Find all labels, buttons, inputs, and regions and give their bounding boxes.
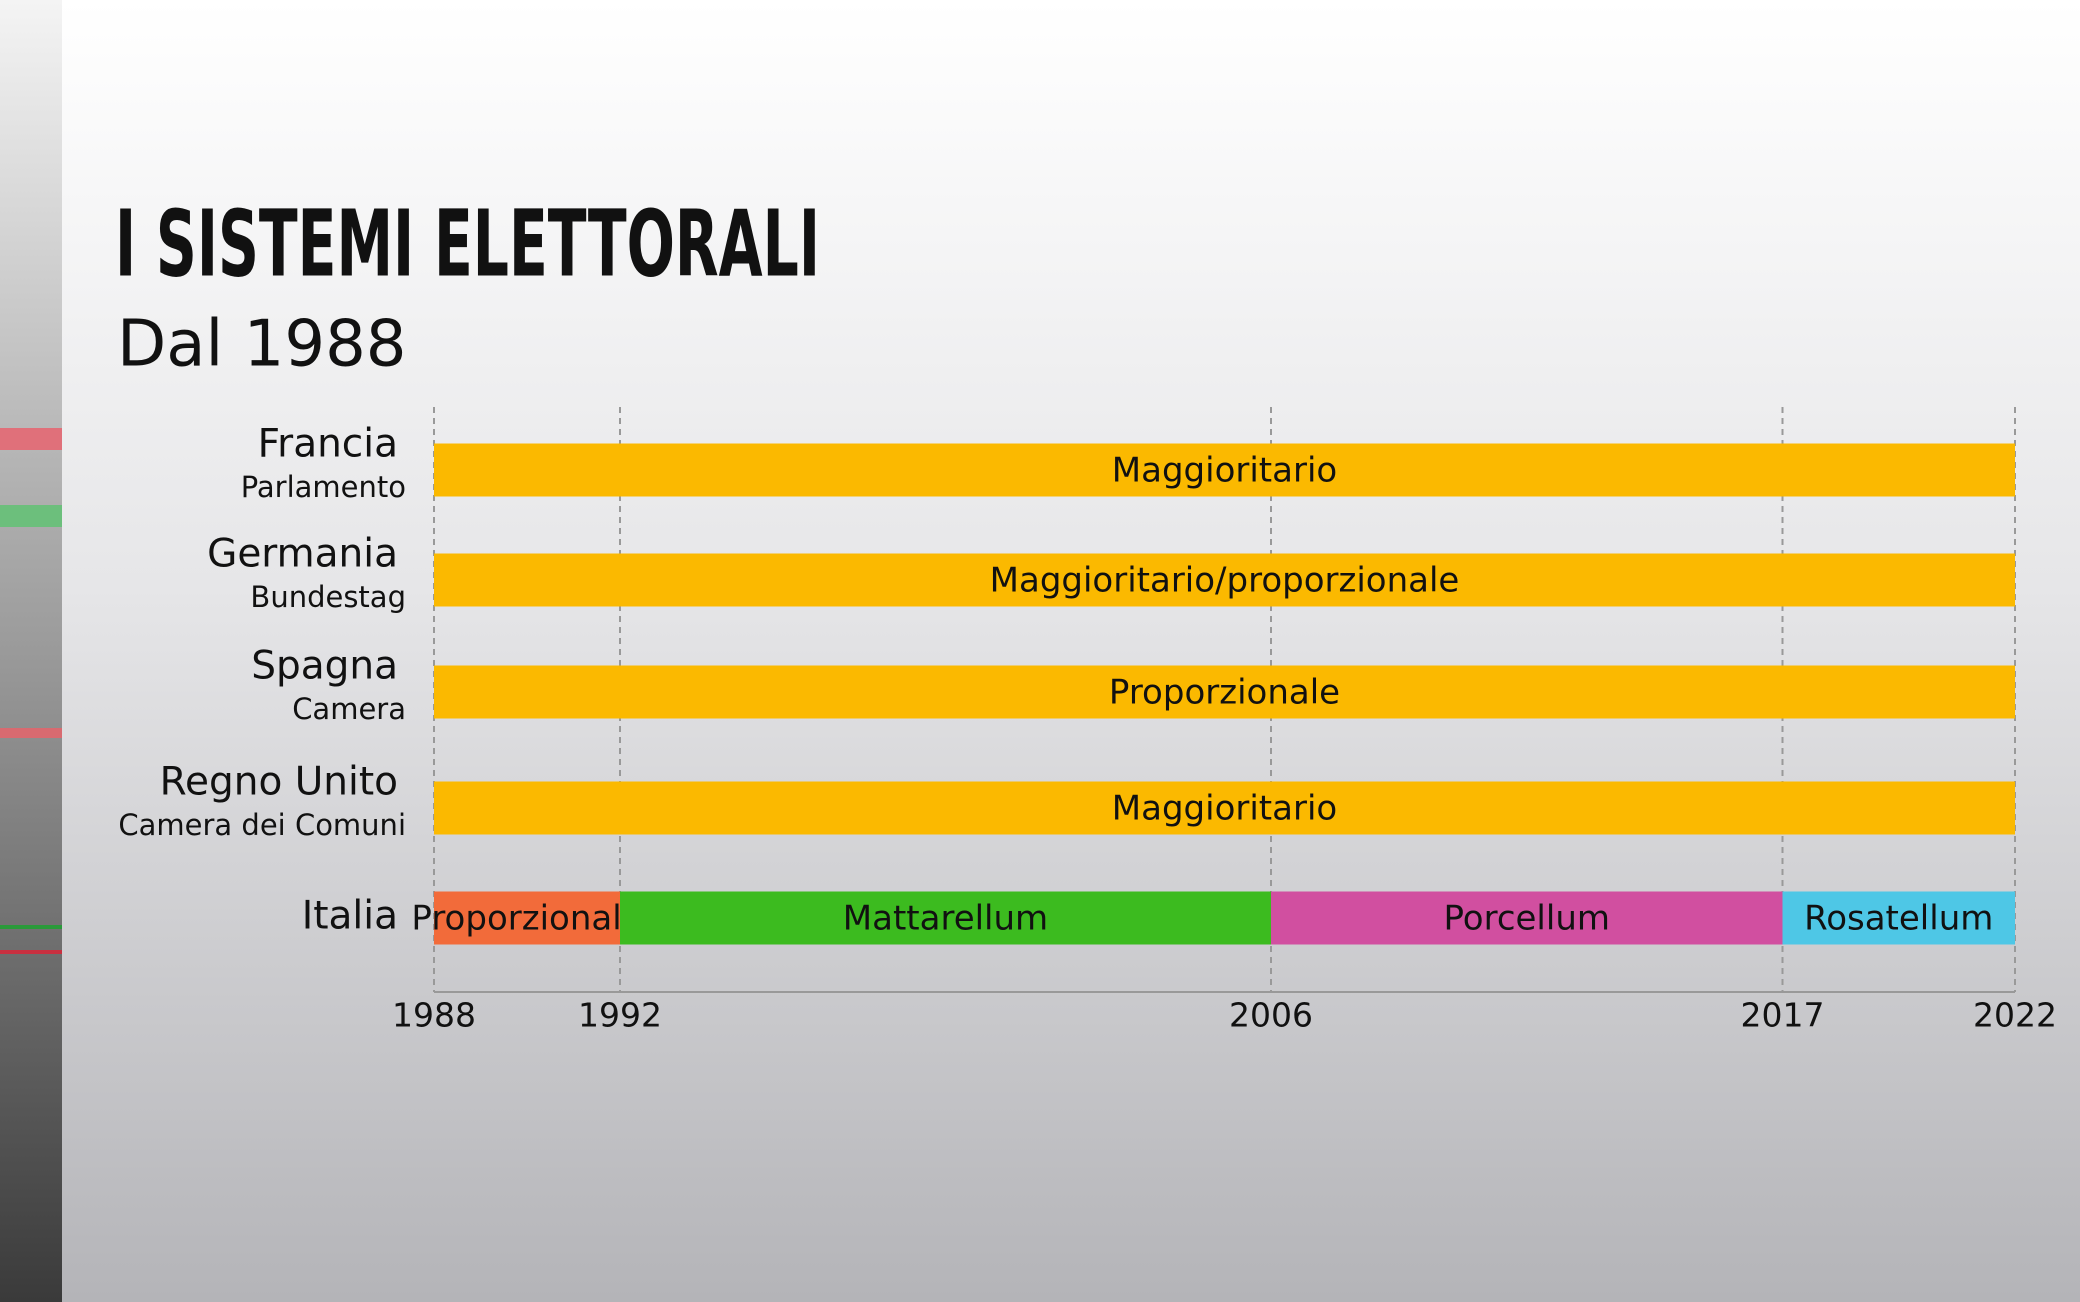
row-sublabel: Camera dei Comuni <box>118 808 406 842</box>
side-stripe <box>0 950 62 954</box>
segment-bar <box>434 665 2015 719</box>
x-tick-label: 1988 <box>392 996 476 1035</box>
x-tick-label: 1992 <box>578 996 662 1035</box>
row-label: Germania <box>207 532 398 577</box>
side-stripe <box>0 925 62 929</box>
row-label: Spagna <box>251 644 398 689</box>
segment-bar <box>1782 891 2015 945</box>
row-sublabel: Bundestag <box>250 580 406 614</box>
segment-bar <box>434 553 2015 607</box>
segment-label: Maggioritario/proporzionale <box>990 561 1460 601</box>
segment-bar <box>1271 891 1783 945</box>
x-tick-label: 2006 <box>1229 996 1313 1035</box>
row-label: Francia <box>258 422 398 467</box>
x-tick-label: 2017 <box>1741 996 1825 1035</box>
row-sublabel: Parlamento <box>241 470 406 504</box>
segment-bar <box>620 891 1271 945</box>
segment-bar <box>434 781 2015 835</box>
segment-label: Rosatellum <box>1804 899 1993 939</box>
side-stripe <box>0 728 62 738</box>
side-strip <box>0 0 62 1302</box>
segment-label: Porcellum <box>1444 899 1611 939</box>
side-stripe <box>0 505 62 527</box>
row-sublabel: Camera <box>292 692 406 726</box>
x-tick-label: 2022 <box>1973 996 2057 1035</box>
segment-label: Proporzionale <box>1109 673 1340 713</box>
segment-label: Maggioritario <box>1112 451 1337 491</box>
chart-title: I SISTEMI ELETTORALI <box>115 190 820 297</box>
row-label: Regno Unito <box>160 760 398 805</box>
segment-label: Mattarellum <box>843 899 1048 939</box>
segment-label: Proporzionale <box>411 899 642 939</box>
segment-bar <box>434 443 2015 497</box>
segment-label: Maggioritario <box>1112 789 1337 829</box>
chart-subtitle: Dal 1988 <box>117 308 407 382</box>
side-stripe <box>0 428 62 450</box>
segment-bar <box>434 891 620 945</box>
row-label: Italia <box>302 894 398 939</box>
